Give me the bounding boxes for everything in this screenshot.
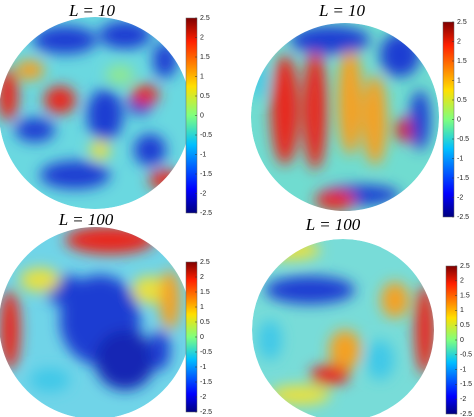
colorbar-tick-label: -0.5 xyxy=(200,349,212,356)
colorbar-tick-label: 2.5 xyxy=(460,263,470,270)
field-blob xyxy=(303,50,327,170)
sphere-field xyxy=(0,227,191,417)
field-blob xyxy=(401,126,409,134)
field-blob xyxy=(270,385,330,405)
colorbar-tick-label: -2 xyxy=(460,396,466,403)
field-blob xyxy=(20,268,60,292)
colorbar-tick-label: 0.5 xyxy=(460,322,470,329)
colorbar-tick-label: -2 xyxy=(200,394,206,401)
sphere-blobs xyxy=(258,240,434,405)
sphere-field xyxy=(251,23,439,211)
field-blob xyxy=(30,368,70,392)
colorbar-tick-label: 1.5 xyxy=(200,289,210,296)
colorbar-tick-label: 0 xyxy=(200,334,204,341)
colorbar-tick-label: -2.5 xyxy=(200,210,212,217)
field-blob xyxy=(410,90,430,150)
colorbar-tick-label: -0.5 xyxy=(457,136,469,143)
panel-title: L = 10 xyxy=(68,1,116,20)
colorbar-tick-label: -2.5 xyxy=(460,411,472,417)
colorbar-tick-label: 1 xyxy=(200,73,204,80)
field-blob xyxy=(134,134,166,166)
field-blob xyxy=(15,118,55,142)
colorbar-tick-label: 1 xyxy=(460,307,464,314)
field-blob xyxy=(160,270,180,330)
colorbar-tick-label: 2 xyxy=(457,38,461,45)
sphere-blobs xyxy=(252,26,430,210)
field-blob xyxy=(315,190,355,210)
colorbar-tick-label: -1 xyxy=(460,366,466,373)
colorbar-tick-label: 1 xyxy=(457,77,461,84)
colorbar-tick-label: -1.5 xyxy=(200,171,212,178)
field-blob xyxy=(40,161,110,189)
colorbar-tick-label: -1 xyxy=(457,155,463,162)
field-blob xyxy=(415,285,434,375)
field-blob xyxy=(90,140,110,160)
panel-title: L = 100 xyxy=(305,215,361,234)
colorbar-tick-label: 1 xyxy=(200,304,204,311)
field-blob xyxy=(149,170,181,190)
field-blob xyxy=(290,26,370,54)
colorbar-tick-label: 0.5 xyxy=(200,93,210,100)
field-blob xyxy=(95,330,155,390)
colorbar-tick-label: 1.5 xyxy=(200,54,210,61)
sphere-blobs xyxy=(0,21,181,190)
field-blob xyxy=(338,45,362,155)
field-blob xyxy=(153,42,177,78)
sphere-blobs xyxy=(0,227,180,392)
panel-title: L = 100 xyxy=(58,210,114,229)
field-blob xyxy=(329,330,361,370)
colorbar-tick-label: 0.5 xyxy=(200,319,210,326)
field-blob xyxy=(131,85,159,105)
colorbar-tick-label: -1.5 xyxy=(460,381,472,388)
colorbar-tick-label: -1.5 xyxy=(200,379,212,386)
colorbar-tick-label: 0 xyxy=(457,116,461,123)
field-blob xyxy=(87,89,123,141)
colorbar-tick-label: -1 xyxy=(200,151,206,158)
field-blob xyxy=(366,340,394,380)
colorbar-tick-label: -2 xyxy=(200,190,206,197)
field-blob xyxy=(381,282,409,318)
sphere-field xyxy=(0,17,191,209)
colorbar-tick-label: 0 xyxy=(460,337,464,344)
colorbar-tick-label: 1.5 xyxy=(460,292,470,299)
field-blob xyxy=(363,75,387,165)
colorbar-tick-label: 2 xyxy=(200,274,204,281)
colorbar-tick-label: -0.5 xyxy=(200,132,212,139)
colorbar-tick-label: -2.5 xyxy=(200,409,212,416)
field-blob xyxy=(106,65,134,85)
colorbar-tick-label: 0 xyxy=(200,112,204,119)
field-blob xyxy=(99,21,151,49)
field-blob xyxy=(0,290,20,370)
field-blob xyxy=(260,240,320,260)
field-blob xyxy=(252,60,268,100)
colorbar-tick-label: -1 xyxy=(200,364,206,371)
colorbar-tick-label: -2.5 xyxy=(457,214,469,221)
field-blob xyxy=(44,86,76,114)
colorbar-tick-label: 2 xyxy=(200,34,204,41)
field-blob xyxy=(150,330,170,370)
colorbar-tick-label: -1.5 xyxy=(457,175,469,182)
colorbar-tick-label: -0.5 xyxy=(460,352,472,359)
colorbar-tick-label: 2 xyxy=(460,278,464,285)
panel-title: L = 10 xyxy=(318,1,366,20)
field-blob xyxy=(310,365,350,385)
colorbar-tick-label: 2.5 xyxy=(200,259,210,266)
field-blob xyxy=(271,55,299,165)
colorbar-tick-label: 2.5 xyxy=(457,19,467,26)
colorbar-tick-label: 1.5 xyxy=(457,58,467,65)
colorbar-tick-label: -2 xyxy=(457,194,463,201)
field-blob xyxy=(65,227,155,254)
field-blob xyxy=(258,320,282,360)
field-blob xyxy=(132,276,168,304)
field-blob xyxy=(265,276,355,304)
colorbar-tick-label: 0.5 xyxy=(457,97,467,104)
colorbar-tick-label: 2.5 xyxy=(200,15,210,22)
field-blob xyxy=(380,33,420,77)
field-blob xyxy=(33,26,97,54)
field-blob xyxy=(16,60,44,80)
sphere-field xyxy=(252,239,434,417)
